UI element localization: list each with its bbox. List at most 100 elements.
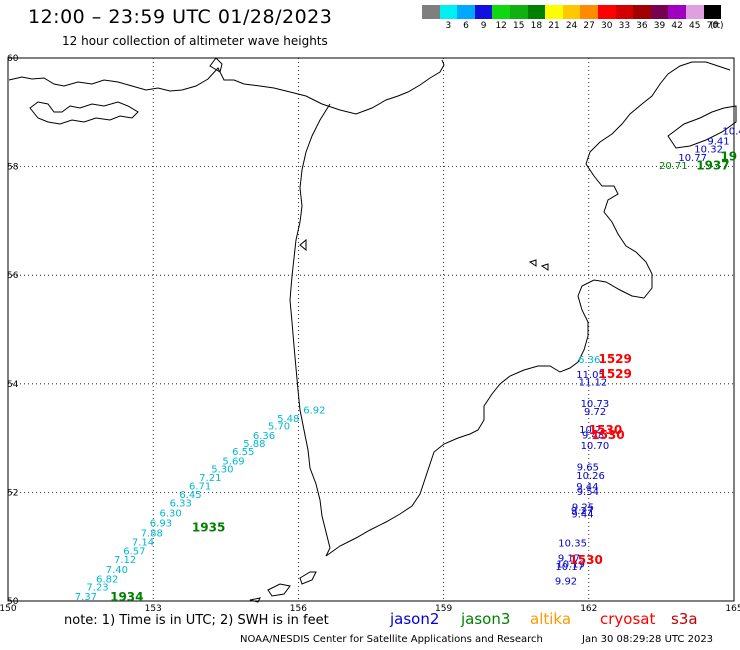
scale-swatch bbox=[703, 5, 722, 19]
mission-jason3: jason3 bbox=[461, 610, 511, 628]
time-label: 1529 bbox=[598, 367, 631, 381]
scale-swatch bbox=[492, 5, 510, 19]
scale-swatch bbox=[562, 5, 581, 19]
lon-tick-label: 159 bbox=[435, 604, 452, 614]
wave-height-label: 5.70 bbox=[268, 421, 290, 432]
wave-height-label: 9.25 bbox=[572, 502, 594, 513]
scale-swatch bbox=[650, 5, 669, 19]
wave-height-label: 9.65 bbox=[577, 463, 599, 474]
lat-tick-label: 52 bbox=[7, 488, 18, 498]
map-subtitle: 12 hour collection of altimeter wave hei… bbox=[62, 34, 328, 48]
small-island-1 bbox=[528, 259, 537, 267]
wave-height-label: 6.33 bbox=[170, 499, 192, 510]
time-label: 1937 bbox=[696, 158, 729, 172]
wave-height-label: 9.48 bbox=[582, 431, 604, 442]
scale-label: 70 bbox=[706, 21, 719, 31]
generated-timestamp: Jan 30 08:29:28 UTC 2023 bbox=[582, 634, 714, 645]
scale-label: 42 bbox=[671, 21, 683, 31]
wave-height-label: 9.41 bbox=[707, 136, 729, 147]
wave-height-label: 11.12 bbox=[579, 377, 608, 388]
scale-swatch bbox=[527, 5, 546, 19]
scale-swatch bbox=[457, 5, 475, 19]
scale-label: 39 bbox=[653, 21, 666, 31]
island-north bbox=[209, 57, 223, 73]
scale-label: 12 bbox=[495, 21, 507, 31]
wave-height-label: 9.92 bbox=[555, 577, 577, 588]
time-label: 1935 bbox=[192, 520, 225, 534]
wave-height-label: 6.57 bbox=[123, 546, 145, 557]
wave-height-label: 6.36 bbox=[253, 431, 275, 442]
time-label: 1529 bbox=[598, 352, 631, 366]
wave-height-label: 5.30 bbox=[211, 464, 233, 475]
wave-height-label: 6.71 bbox=[189, 482, 211, 493]
coast-kamchatka-east bbox=[325, 61, 731, 557]
wave-height-label: 6.93 bbox=[150, 519, 172, 530]
wave-height-label: 10.32 bbox=[694, 144, 723, 155]
scale-label: 24 bbox=[565, 21, 578, 31]
wave-height-label: 7.88 bbox=[141, 528, 163, 539]
scale-label: 33 bbox=[618, 21, 631, 31]
footer-note: note: 1) Time is in UTC; 2) SWH is in fe… bbox=[64, 613, 329, 628]
lat-tick-label: 60 bbox=[7, 54, 19, 64]
scale-swatch bbox=[685, 5, 704, 19]
color-scale-unit: (ft) bbox=[710, 21, 724, 31]
wave-height-label: 6.36 bbox=[578, 355, 600, 366]
wave-height-label: 9.44 bbox=[576, 482, 598, 493]
lon-tick-label: 150 bbox=[0, 604, 17, 614]
scale-label: 6 bbox=[463, 21, 469, 31]
wave-height-label: 10.17 bbox=[555, 562, 584, 573]
lon-tick-label: 156 bbox=[290, 604, 307, 614]
scale-swatch bbox=[474, 5, 493, 19]
coastline bbox=[8, 57, 737, 603]
scale-swatch bbox=[580, 5, 598, 19]
wave-height-label: 7.12 bbox=[114, 555, 136, 566]
wave-height-label: 9.44 bbox=[571, 509, 593, 520]
coast-kamchatka-west bbox=[289, 103, 331, 557]
wave-height-label: 9.17 bbox=[558, 553, 580, 564]
scale-label: 3 bbox=[445, 21, 452, 31]
island-west bbox=[299, 238, 307, 252]
map-frame bbox=[7, 57, 735, 602]
wave-height-label: 5.69 bbox=[222, 457, 244, 468]
altimeter-labels: 7.377.236.827.407.126.577.147.886.936.30… bbox=[75, 127, 740, 603]
scale-label: 15 bbox=[513, 21, 525, 31]
kuril-island-1 bbox=[299, 571, 317, 585]
kuril-island-2 bbox=[267, 583, 291, 597]
wave-height-label: 10.19 bbox=[556, 559, 585, 570]
wave-height-label: 10.4 bbox=[722, 127, 740, 138]
mission-altika: altika bbox=[530, 610, 572, 628]
wave-height-label: 6.30 bbox=[159, 508, 181, 519]
wave-height-label: 10.70 bbox=[581, 441, 610, 452]
wave-height-label: 10.26 bbox=[576, 471, 605, 482]
wave-height-label: 5.48 bbox=[277, 414, 299, 425]
scale-label: 21 bbox=[548, 21, 560, 31]
lat-tick-label: 50 bbox=[7, 597, 19, 607]
scale-label: 18 bbox=[530, 21, 543, 31]
wave-height-label: 7.21 bbox=[199, 473, 221, 484]
lat-tick-label: 56 bbox=[7, 271, 19, 281]
lat-tick-label: 58 bbox=[7, 163, 19, 173]
mission-cryosat: cryosat bbox=[600, 610, 656, 628]
scale-label: 9 bbox=[480, 21, 487, 31]
wave-height-label: 9.27 bbox=[571, 506, 593, 517]
lat-lon-grid bbox=[7, 57, 735, 602]
wave-height-label: 6.82 bbox=[96, 575, 118, 586]
mission-jason2: jason2 bbox=[390, 610, 440, 628]
scale-swatch bbox=[633, 5, 651, 19]
scale-swatch bbox=[615, 5, 634, 19]
scale-swatch bbox=[597, 5, 616, 19]
scale-label: 36 bbox=[636, 21, 648, 31]
wave-height-label: 10.35 bbox=[558, 539, 587, 550]
lon-tick-label: 162 bbox=[580, 604, 597, 614]
color-scale-labels: 3 6 9 12 15 18 21 24 27 30 33 36 39 42 45 70 bbox=[422, 21, 721, 31]
wave-height-label: 7.37 bbox=[75, 592, 97, 603]
scale-swatch bbox=[439, 5, 458, 19]
wave-height-label: 6.55 bbox=[232, 447, 254, 458]
wave-height-label: 10.73 bbox=[581, 399, 610, 410]
lon-tick-label: 165 bbox=[725, 604, 740, 614]
lon-tick-label: 153 bbox=[145, 604, 162, 614]
wave-height-label: 7.14 bbox=[132, 538, 154, 549]
scale-swatch bbox=[422, 5, 440, 19]
